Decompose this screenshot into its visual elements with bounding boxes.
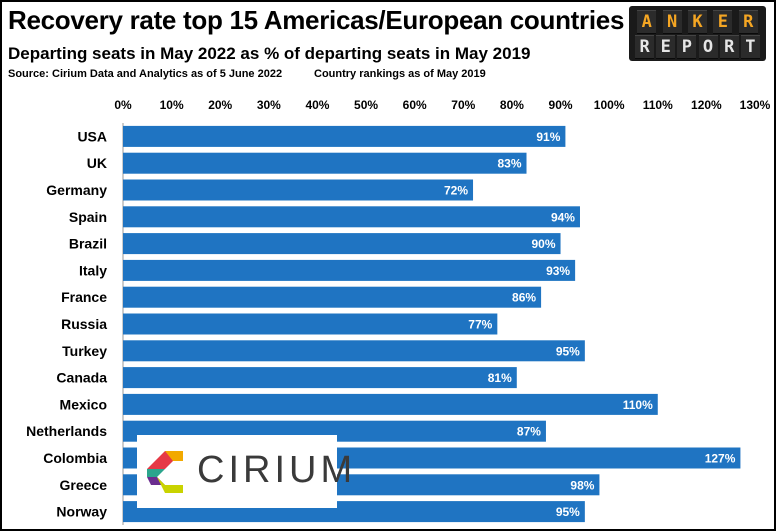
x-tick-label: 30% (257, 98, 281, 112)
anker-letter: A (637, 10, 657, 34)
bar (123, 179, 474, 201)
bar (123, 125, 566, 147)
category-label: Canada (56, 370, 107, 386)
anker-letter: N (662, 10, 682, 34)
report-letter: E (656, 35, 676, 59)
x-tick-label: 50% (354, 98, 378, 112)
bar (123, 393, 658, 415)
x-tick-label: 80% (500, 98, 524, 112)
bar (123, 286, 542, 308)
data-label: 90% (532, 237, 556, 251)
data-label: 72% (444, 184, 468, 198)
category-label: Italy (79, 262, 107, 278)
cirium-mark-icon (147, 451, 183, 493)
category-label: Spain (69, 209, 107, 225)
category-label: USA (77, 128, 107, 144)
data-label: 110% (623, 398, 653, 412)
x-tick-label: 60% (403, 98, 427, 112)
category-label: Norway (56, 504, 107, 520)
data-label: 95% (556, 505, 580, 519)
bar (123, 259, 576, 281)
x-tick-label: 70% (451, 98, 475, 112)
x-tick-label: 20% (208, 98, 232, 112)
category-label: France (61, 289, 107, 305)
x-tick-label: 0% (114, 98, 132, 112)
bar (123, 367, 517, 389)
category-label: Turkey (62, 343, 107, 359)
report-letter: P (677, 35, 697, 59)
x-tick-label: 10% (160, 98, 184, 112)
x-tick-label: 120% (691, 98, 722, 112)
data-label: 93% (546, 264, 570, 278)
bar (123, 152, 527, 174)
chart-subtitle: Departing seats in May 2022 as % of depa… (8, 44, 531, 63)
x-tick-label: 130% (740, 98, 771, 112)
x-tick-label: 110% (643, 98, 673, 112)
category-label: Netherlands (26, 423, 107, 439)
data-label: 81% (488, 371, 512, 385)
anker-letter: R (738, 10, 758, 34)
bar (123, 313, 498, 335)
anker-letter: K (687, 10, 707, 34)
anker-letter: E (713, 10, 733, 34)
data-label: 98% (570, 478, 594, 492)
chart-title: Recovery rate top 15 Americas/European c… (8, 5, 625, 35)
data-label: 77% (468, 318, 492, 332)
category-label: Colombia (43, 450, 107, 466)
data-label: 83% (497, 157, 521, 171)
category-label: Germany (46, 182, 107, 198)
data-label: 94% (551, 210, 575, 224)
cirium-wordmark: CIRIUM (197, 449, 357, 491)
report-letter: O (698, 35, 718, 59)
source-note: Source: Cirium Data and Analytics as of … (8, 68, 283, 80)
category-label: Greece (60, 477, 108, 493)
data-label: 95% (556, 344, 580, 358)
x-tick-label: 90% (549, 98, 573, 112)
category-label: Russia (61, 316, 107, 332)
data-label: 87% (517, 425, 541, 439)
report-letter: T (740, 35, 760, 59)
bar (123, 206, 580, 228)
ranking-note: Country rankings as of May 2019 (314, 68, 486, 80)
bar (123, 233, 561, 255)
report-letter: R (719, 35, 739, 59)
x-tick-label: 100% (594, 98, 625, 112)
bar (123, 340, 585, 362)
cirium-logo: CIRIUM (137, 435, 352, 508)
data-label: 91% (536, 130, 560, 144)
category-label: Mexico (60, 396, 107, 412)
category-label: UK (87, 155, 107, 171)
data-label: 127% (705, 452, 736, 466)
data-label: 86% (512, 291, 536, 305)
report-letter: R (635, 35, 655, 59)
x-tick-label: 40% (305, 98, 329, 112)
category-label: Brazil (69, 236, 107, 252)
